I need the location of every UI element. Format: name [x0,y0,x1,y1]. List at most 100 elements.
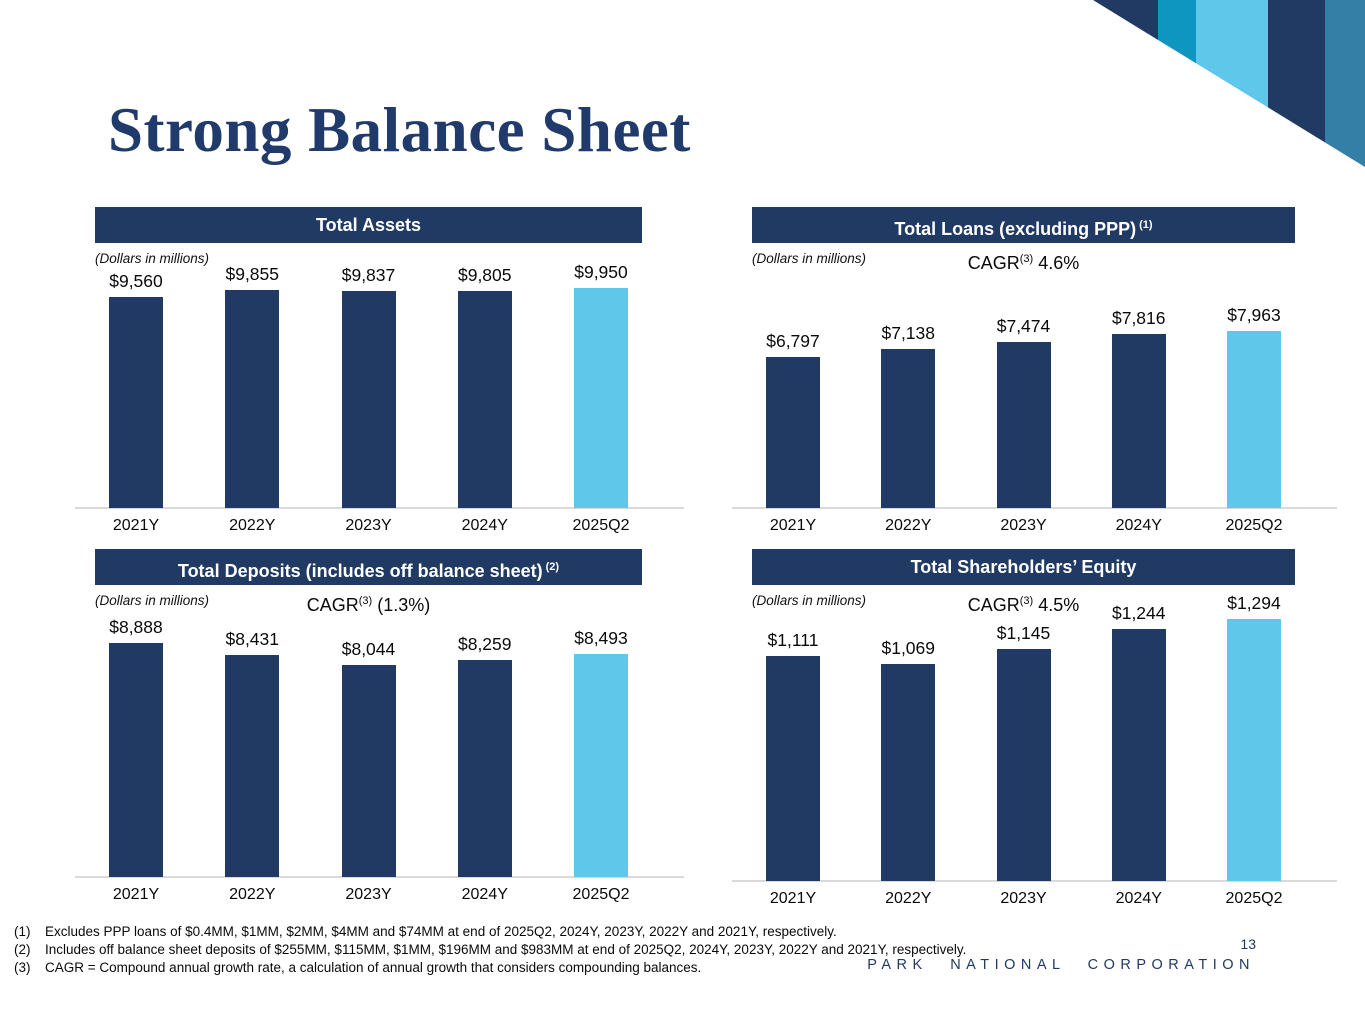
x-axis-label: 2025Q2 [1225,517,1283,534]
x-axis-label: 2021Y [769,517,817,534]
bar [574,288,628,508]
cagr-superscript: (3) [1019,595,1034,607]
cagr-superscript: (3) [1019,253,1034,265]
bar-value-label: $9,805 [457,265,512,285]
bar-column: $1,069 2022Y [881,585,936,907]
chart-total-deposits: Total Deposits (includes off balance she… [75,549,684,903]
bar-column: $7,474 2023Y [996,243,1051,534]
chart-title-superscript: (1) [1139,219,1153,231]
cagr-value: 4.6% [1038,253,1080,273]
x-axis-label: 2024Y [1115,890,1162,907]
x-axis-label: 2023Y [1000,517,1047,534]
chart-title: Total Shareholders’ Equity [752,549,1295,585]
x-axis-label: 2024Y [461,886,508,903]
x-axis-label: 2022Y [229,517,276,534]
bar-column: $7,963 2025Q2 [1226,243,1283,534]
x-axis-label: 2025Q2 [1225,890,1283,907]
chart-total-assets: Total Assets (Dollars in millions) $9,560 2… [75,207,684,534]
cagr-label: CAGR(3) 4.6% [752,253,1295,274]
cagr-superscript: (3) [358,595,373,607]
page-number: 13 [1240,936,1256,952]
cagr-prefix: CAGR [967,595,1020,615]
bar-value-label: $1,244 [1111,603,1166,623]
bar-column: $8,044 2023Y [341,585,396,903]
bar [225,290,280,508]
chart-plot-area: (Dollars in millions) CAGR(3) 4.5% $1,111 20… [732,585,1337,907]
chart-total-loans: Total Loans (excluding PPP) (1) (Dollars i… [732,207,1337,534]
bar [1111,334,1166,508]
footnote-number: (2) [14,942,31,957]
cagr-prefix: CAGR [967,253,1020,273]
chart-plot-area: (Dollars in millions) CAGR(3) 4.6% $6,797 20… [732,243,1337,534]
bar-column: $8,888 2021Y [109,585,163,903]
chart-plot-area: (Dollars in millions) $9,560 2021Y $9,855 20… [75,243,684,534]
footnote-text: Excludes PPP loans of $0.4MM, $1MM, $2MM… [45,924,837,939]
footnote-number: (1) [14,924,31,939]
bar [109,297,163,508]
cagr-prefix: CAGR [306,595,359,615]
bar-value-label: $7,816 [1111,308,1166,328]
chart-units-label: (Dollars in millions) [95,593,210,608]
bar-column: $9,950 2025Q2 [573,243,630,534]
bar-column: $1,145 2023Y [996,585,1051,907]
chart-units-label: (Dollars in millions) [752,251,867,266]
bar-column: $7,138 2022Y [881,243,936,534]
bar-value-label: $8,431 [225,629,280,649]
bar-column: $9,560 2021Y [109,243,163,534]
x-axis-label: 2022Y [885,890,932,907]
bar-column: $6,797 2021Y [766,243,820,534]
bar [1227,619,1281,881]
bar-value-label: $1,294 [1227,593,1281,613]
x-axis-line [732,507,1337,509]
bar-value-label: $9,837 [341,265,396,285]
bar-column: $8,431 2022Y [225,585,280,903]
chart-units-label: (Dollars in millions) [95,251,210,266]
bar-value-label: $9,950 [574,262,628,282]
bar-value-label: $1,069 [881,638,936,658]
x-axis-label: 2024Y [1115,517,1162,534]
bar-column: $1,294 2025Q2 [1226,585,1283,907]
bar-column: $7,816 2024Y [1111,243,1166,534]
chart-title: Total Loans (excluding PPP) (1) [752,207,1295,243]
footer-brand: PARK NATIONAL CORPORATION [867,957,1255,973]
x-axis-label: 2021Y [112,886,160,903]
x-axis-line [75,876,684,878]
bar [1227,331,1281,508]
bar-value-label: $9,560 [109,271,163,291]
bar-column: $9,837 2023Y [341,243,396,534]
x-axis-line [75,507,684,509]
chart-total-shareholders-equity: Total Shareholders’ Equity (Dollars in mi… [732,549,1337,907]
bar-value-label: $8,044 [341,639,396,659]
bar-value-label: $6,797 [766,331,820,351]
bar [574,654,628,877]
bar-column: $8,493 2025Q2 [573,585,630,903]
footnote-text: CAGR = Compound annual growth rate, a ca… [45,960,702,975]
x-axis-line [732,880,1337,882]
corner-stripes-decoration [1093,0,1365,167]
x-axis-label: 2022Y [885,517,932,534]
bar-column: $9,855 2022Y [225,243,280,534]
chart-title-text: Total Loans (excluding PPP) [894,219,1137,239]
bar [996,649,1051,881]
bar-column: $1,111 2021Y [766,585,820,907]
bar-value-label: $9,855 [225,264,280,284]
bar [457,660,512,877]
chart-title-text: Total Deposits (includes off balance she… [177,561,543,581]
bar-column: $9,805 2024Y [457,243,512,534]
x-axis-label: 2024Y [461,517,508,534]
x-axis-label: 2021Y [112,517,160,534]
footnote: (2) Includes off balance sheet deposits o… [14,941,1144,959]
bar-column: $8,259 2024Y [457,585,512,903]
bar [457,291,512,508]
bar-column: $1,244 2024Y [1111,585,1166,907]
bar-value-label: $8,493 [574,628,628,648]
x-axis-label: 2021Y [769,890,817,907]
footnote: (3) CAGR = Compound annual growth rate, a… [14,959,1144,977]
bar-value-label: $8,888 [109,617,163,637]
x-axis-label: 2025Q2 [572,517,630,534]
footnote-number: (3) [14,960,31,975]
bar-value-label: $8,259 [457,634,512,654]
x-axis-label: 2023Y [345,517,392,534]
bar-value-label: $1,145 [996,623,1051,643]
x-axis-label: 2025Q2 [572,886,630,903]
